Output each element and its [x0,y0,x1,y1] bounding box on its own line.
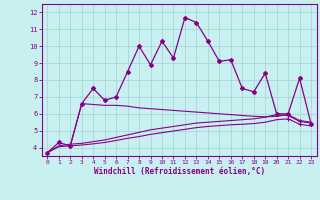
X-axis label: Windchill (Refroidissement éolien,°C): Windchill (Refroidissement éolien,°C) [94,167,265,176]
